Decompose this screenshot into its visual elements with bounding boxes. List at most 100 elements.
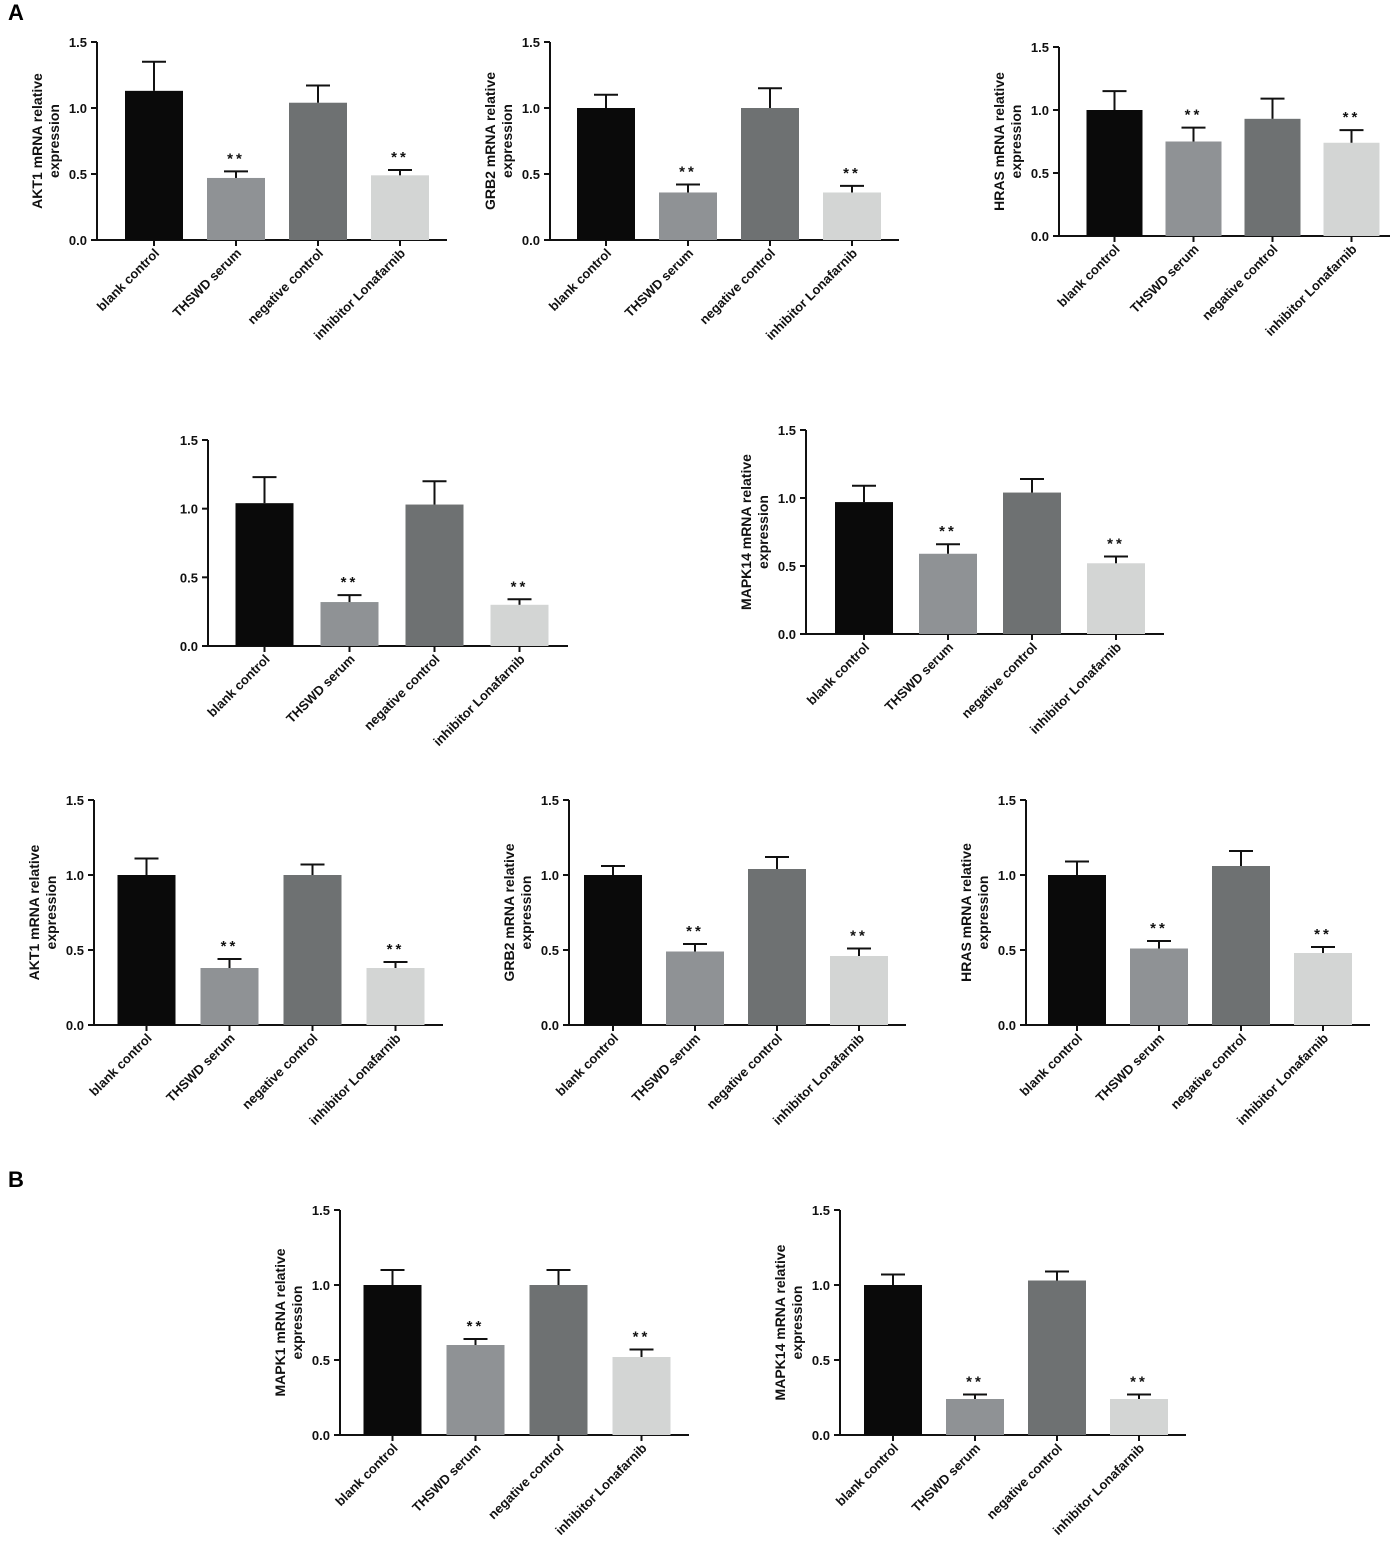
bar-thswd xyxy=(666,951,724,1025)
y-tick-label: 0.5 xyxy=(69,167,87,182)
x-tick-label: negative control xyxy=(361,652,443,734)
bar-inhibitor xyxy=(823,192,881,240)
y-axis-label: AKT1 mRNA relativeexpression xyxy=(26,844,59,980)
significance-label: ** xyxy=(686,923,704,940)
bar-blank xyxy=(864,1285,922,1435)
bar-inhibitor xyxy=(371,175,429,240)
significance-label: ** xyxy=(633,1329,651,1346)
significance-label: ** xyxy=(387,941,405,958)
bar-blank xyxy=(584,875,642,1025)
x-tick-label: THSWD serum xyxy=(1127,242,1201,316)
x-tick-label: blank control xyxy=(1017,1031,1085,1099)
x-tick-label: negative control xyxy=(704,1031,786,1113)
y-tick-label: 0.0 xyxy=(180,639,198,654)
x-tick-label: THSWD serum xyxy=(882,640,956,714)
y-tick-label: 1.0 xyxy=(180,502,198,517)
x-tick-label: negative control xyxy=(1168,1031,1250,1113)
bar-thswd xyxy=(1165,141,1222,236)
y-axis-label: MAPK14 mRNA relativeexpression xyxy=(772,1244,805,1400)
y-tick-label: 1.0 xyxy=(522,101,540,116)
x-tick-label: negative control xyxy=(239,1031,321,1113)
x-tick-label: inhibitor Lonafarnib xyxy=(552,1440,649,1537)
bar-blank xyxy=(577,108,635,240)
y-tick-label: 1.5 xyxy=(1031,40,1049,55)
x-tick-label: blank control xyxy=(553,1031,621,1099)
x-tick-label: THSWD serum xyxy=(909,1441,983,1515)
y-tick-label: 0.0 xyxy=(541,1018,559,1033)
y-tick-label: 0.5 xyxy=(812,1353,830,1368)
bar-negative xyxy=(289,102,347,240)
y-tick-label: 1.5 xyxy=(69,35,87,50)
bar-negative xyxy=(1003,492,1061,634)
y-axis-label: AKT1 mRNA relativeexpression xyxy=(29,73,62,209)
y-tick-label: 0.0 xyxy=(522,233,540,248)
y-tick-label: 1.5 xyxy=(522,35,540,50)
bar-thswd xyxy=(200,968,259,1025)
y-axis-label: GRB2 mRNA relativeexpression xyxy=(501,843,534,981)
x-tick-label: THSWD serum xyxy=(629,1031,703,1105)
x-tick-label: negative control xyxy=(984,1441,1066,1523)
y-tick-label: 1.5 xyxy=(998,793,1016,808)
bar-inhibitor xyxy=(612,1357,671,1435)
significance-label: ** xyxy=(341,574,359,591)
y-tick-label: 0.0 xyxy=(66,1018,84,1033)
y-tick-label: 0.5 xyxy=(180,570,198,585)
x-tick-label: THSWD serum xyxy=(1093,1031,1167,1105)
y-tick-label: 1.0 xyxy=(541,868,559,883)
bar-negative xyxy=(405,504,464,646)
y-tick-label: 0.0 xyxy=(998,1018,1016,1033)
x-tick-label: negative control xyxy=(245,246,327,328)
bar-inhibitor xyxy=(366,968,425,1025)
significance-label: ** xyxy=(679,164,697,181)
significance-label: ** xyxy=(511,578,529,595)
x-tick-label: THSWD serum xyxy=(283,652,357,726)
x-tick-label: blank control xyxy=(1054,242,1122,310)
bar-inhibitor xyxy=(490,604,549,646)
y-tick-label: 0.0 xyxy=(1031,229,1049,244)
x-tick-label: blank control xyxy=(332,1441,400,1509)
panel-label-a: A xyxy=(8,0,24,25)
significance-label: ** xyxy=(966,1374,984,1391)
significance-label: ** xyxy=(391,149,409,166)
x-tick-label: negative control xyxy=(485,1441,567,1523)
y-tick-label: 1.0 xyxy=(69,101,87,116)
x-tick-label: inhibitor Lonafarnib xyxy=(1027,639,1124,736)
y-axis-label: MAPK14 mRNA relativeexpression xyxy=(738,454,771,610)
x-tick-label: negative control xyxy=(697,246,779,328)
x-tick-label: blank control xyxy=(94,246,162,314)
x-tick-label: inhibitor Lonafarnib xyxy=(1262,241,1359,338)
bar-blank xyxy=(1048,875,1106,1025)
y-tick-label: 1.5 xyxy=(312,1203,330,1218)
x-tick-label: THSWD serum xyxy=(170,246,244,320)
bar-negative xyxy=(283,875,342,1025)
y-tick-label: 1.5 xyxy=(812,1203,830,1218)
significance-label: ** xyxy=(843,165,861,182)
y-tick-label: 0.5 xyxy=(1031,166,1049,181)
bar-negative xyxy=(529,1285,588,1435)
bar-negative xyxy=(1028,1280,1086,1435)
y-tick-label: 0.5 xyxy=(541,943,559,958)
x-tick-label: THSWD serum xyxy=(622,246,696,320)
significance-label: ** xyxy=(850,928,868,945)
significance-label: ** xyxy=(1314,926,1332,943)
significance-label: ** xyxy=(1343,109,1361,126)
x-tick-label: blank control xyxy=(86,1031,154,1099)
bar-inhibitor xyxy=(1110,1399,1168,1435)
significance-label: ** xyxy=(227,150,245,167)
x-tick-label: inhibitor Lonafarnib xyxy=(430,651,527,748)
significance-label: ** xyxy=(939,523,957,540)
bar-thswd xyxy=(446,1345,505,1435)
bar-inhibitor xyxy=(1087,563,1145,634)
y-tick-label: 1.0 xyxy=(998,868,1016,883)
bar-blank xyxy=(125,90,183,240)
bar-inhibitor xyxy=(830,956,888,1025)
significance-label: ** xyxy=(1150,920,1168,937)
bar-thswd xyxy=(919,553,977,634)
